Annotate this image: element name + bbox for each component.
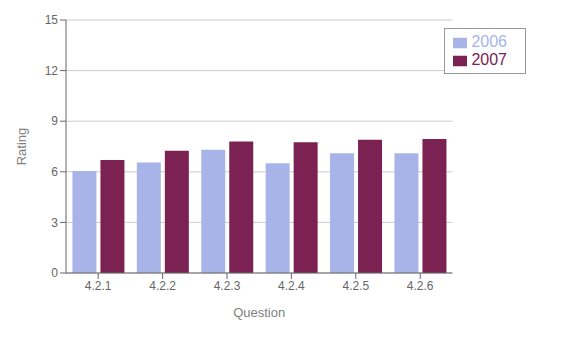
html-text:2007: 2007: [471, 51, 507, 68]
svg-text:4.2.2: 4.2.2: [149, 279, 176, 293]
svg-text:0: 0: [51, 266, 58, 280]
svg-text:4.2.1: 4.2.1: [85, 279, 112, 293]
svg-text:3: 3: [51, 216, 58, 230]
html-text:2006: 2006: [471, 33, 507, 50]
svg-text:Rating: Rating: [14, 128, 29, 166]
svg-text:Question: Question: [233, 305, 285, 320]
svg-text:9: 9: [51, 114, 58, 128]
svg-text:4.2.6: 4.2.6: [407, 279, 434, 293]
svg-text:4.2.4: 4.2.4: [278, 279, 305, 293]
svg-text:4.2.5: 4.2.5: [342, 279, 369, 293]
svg-text:4.2.3: 4.2.3: [214, 279, 241, 293]
svg-text:15: 15: [45, 13, 59, 27]
svg-text:6: 6: [51, 165, 58, 179]
svg-text:12: 12: [45, 64, 59, 78]
